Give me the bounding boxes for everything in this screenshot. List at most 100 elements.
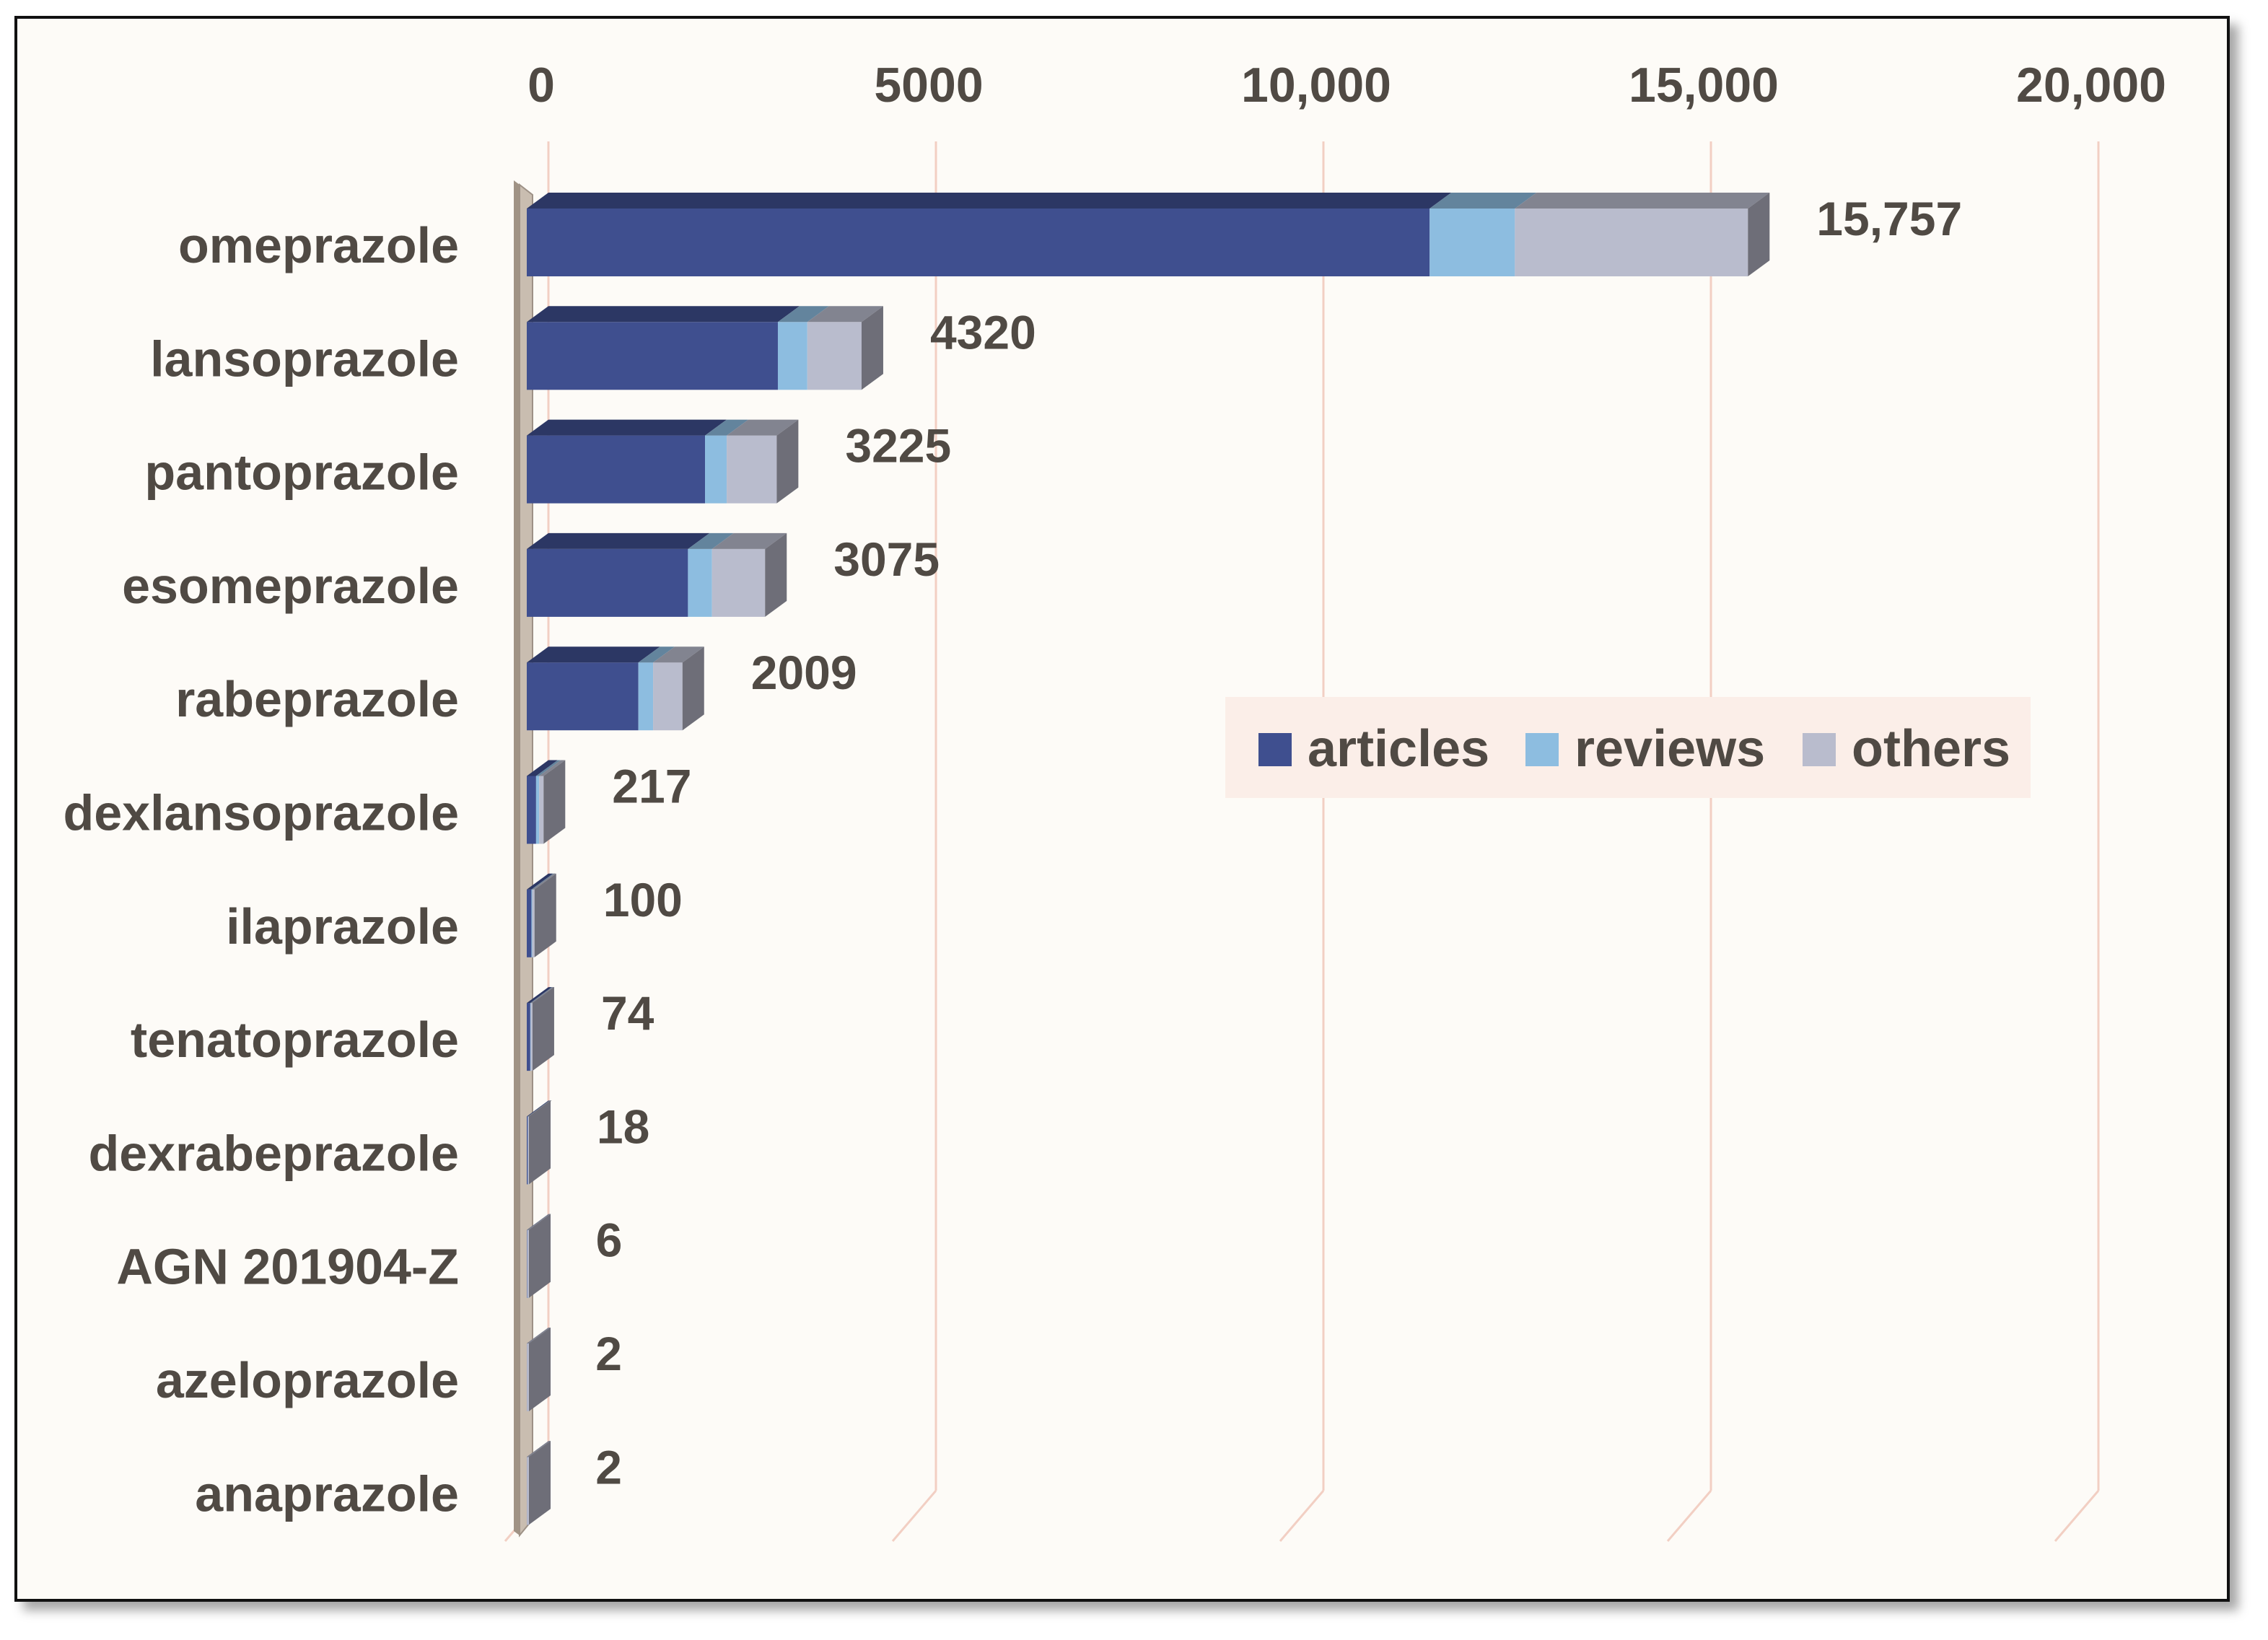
bar-top-articles <box>527 532 710 549</box>
legend-label-articles: articles <box>1308 720 1489 778</box>
bar-others <box>527 1229 530 1298</box>
bar-others <box>530 1003 533 1071</box>
legend-swatch-others <box>1803 733 1836 766</box>
category-label: AGN 201904-Z <box>116 1239 459 1295</box>
bar-top-reviews <box>777 306 829 323</box>
x-tick-label: 15,000 <box>1629 58 1779 113</box>
value-label: 2009 <box>751 646 857 699</box>
category-label: anaprazole <box>195 1465 459 1522</box>
bar-top-articles <box>527 419 727 436</box>
bar-end-cap <box>765 532 787 617</box>
bar-end-cap <box>776 419 799 504</box>
bar-others <box>653 662 683 731</box>
bar-others <box>527 1457 530 1525</box>
bar-articles <box>527 889 532 957</box>
gridline-floor-3 <box>1666 1490 1712 1542</box>
bar-end-cap <box>682 646 704 731</box>
bar-top-articles <box>527 760 558 776</box>
bar-top-others <box>530 987 555 1004</box>
bar-others <box>1515 209 1748 276</box>
category-label: dexlansoprazole <box>63 785 459 841</box>
bar-top-reviews <box>1429 193 1537 209</box>
value-label: 217 <box>612 760 691 813</box>
value-label: 4320 <box>930 305 1036 359</box>
chart-frame: 0 5000 10,000 15,000 20,000 omeprazole lansop… <box>14 16 2230 1602</box>
bar-end-cap <box>529 1328 551 1411</box>
category-label: pantoprazole <box>144 444 459 501</box>
bar-top-reviews <box>705 419 749 436</box>
category-label: esomeprazole <box>122 558 459 614</box>
value-label: 2 <box>595 1327 622 1380</box>
bar-top-articles <box>527 306 800 323</box>
bar-articles <box>527 548 688 617</box>
bar-top-articles <box>527 987 552 1004</box>
axis-wall <box>514 180 533 1538</box>
bar-others <box>727 435 777 504</box>
x-axis-ticks: 0 5000 10,000 15,000 20,000 <box>527 58 2166 113</box>
bar-reviews <box>777 322 807 390</box>
bar-top-others <box>727 419 799 436</box>
category-labels: omeprazole lansoprazole pantoprazole esomep… <box>63 217 459 1522</box>
value-label: 100 <box>603 873 683 926</box>
legend-swatch-reviews <box>1525 733 1559 766</box>
bar-reviews <box>688 548 712 617</box>
bar-top-articles <box>527 193 1452 209</box>
bar-reviews <box>535 776 540 844</box>
gridline-floor-4 <box>2054 1490 2100 1542</box>
bar-end-cap <box>529 1100 551 1185</box>
x-tick-label: 20,000 <box>2016 58 2166 113</box>
bar-top-others <box>1515 193 1770 209</box>
x-tick-label: 10,000 <box>1241 58 1391 113</box>
x-tick-label: 0 <box>527 58 555 113</box>
legend-label-others: others <box>1852 720 2010 778</box>
gridline-floor-1 <box>891 1490 937 1542</box>
value-label: 18 <box>597 1100 649 1153</box>
bar-top-others <box>527 1214 551 1230</box>
bar-articles <box>527 209 1430 276</box>
legend-label-reviews: reviews <box>1575 720 1765 778</box>
bars <box>527 193 1770 1525</box>
bar-top-others <box>527 1441 551 1457</box>
bar-top-others <box>539 760 566 776</box>
bar-others <box>807 322 862 390</box>
bar-others <box>712 548 766 617</box>
value-label: 3225 <box>845 419 951 473</box>
category-label: lansoprazole <box>150 330 459 387</box>
bar-reviews <box>1429 209 1515 276</box>
bar-articles <box>527 322 778 390</box>
legend-box <box>1225 697 2031 798</box>
bar-top-others <box>527 1328 551 1343</box>
bar-end-cap <box>529 1214 551 1298</box>
value-label: 15,757 <box>1816 192 1962 245</box>
value-label: 6 <box>596 1214 623 1267</box>
bar-top-others <box>653 646 704 663</box>
category-label: tenatoprazole <box>131 1012 459 1068</box>
stacked-bar-chart: 0 5000 10,000 15,000 20,000 omeprazole lansop… <box>63 58 2166 1542</box>
bar-reviews <box>638 662 654 731</box>
category-label: rabeprazole <box>175 671 459 727</box>
bar-end-cap <box>543 760 566 844</box>
bar-top-reviews <box>688 532 734 549</box>
x-tick-label: 5000 <box>874 58 983 113</box>
value-label: 2 <box>595 1440 622 1494</box>
bar-top-reviews <box>535 760 561 776</box>
bar-others <box>527 1343 530 1411</box>
bar-others <box>532 889 535 957</box>
category-label: azeloprazole <box>156 1352 459 1408</box>
bar-end-cap <box>534 873 556 957</box>
value-label: 74 <box>601 986 654 1040</box>
bar-top-others <box>532 873 556 890</box>
bar-articles <box>527 662 639 731</box>
bar-articles <box>527 776 536 844</box>
legend-swatch-articles <box>1258 733 1292 766</box>
gridlines <box>504 141 2100 1542</box>
bar-top-articles <box>527 873 553 890</box>
value-label: 3075 <box>833 532 940 586</box>
bar-top-others <box>807 306 883 323</box>
bar-top-others <box>712 532 787 549</box>
bar-end-cap <box>861 306 883 390</box>
category-label: omeprazole <box>178 217 459 273</box>
bar-articles <box>527 1003 530 1071</box>
bar-end-cap <box>529 1441 551 1525</box>
axis-wall-edge <box>514 180 520 1535</box>
